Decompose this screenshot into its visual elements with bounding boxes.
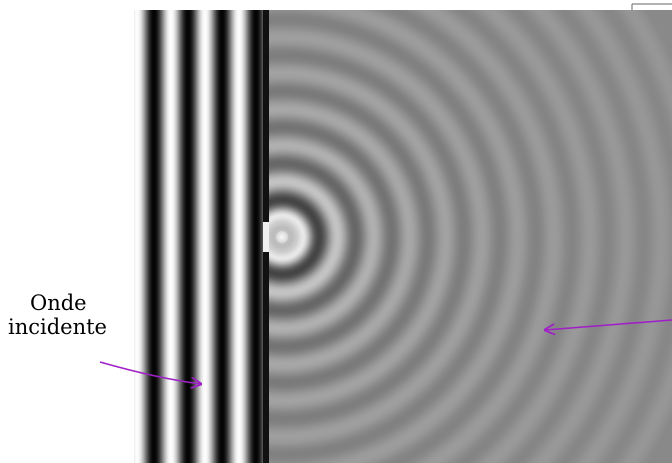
incident-wave-label-line1: Onde (30, 291, 87, 315)
barrier-slit (263, 222, 269, 252)
barrier-wall-upper (263, 10, 269, 222)
incident-wave-label-line2: incidente (8, 315, 107, 339)
diffracted-wave-arrow (545, 319, 672, 330)
aperture-source (264, 215, 304, 259)
incident-wave-band (134, 10, 264, 463)
barrier-wall-lower (263, 252, 269, 463)
diffracted-wave-field (264, 10, 672, 463)
incident-wave-arrow (99, 361, 201, 384)
